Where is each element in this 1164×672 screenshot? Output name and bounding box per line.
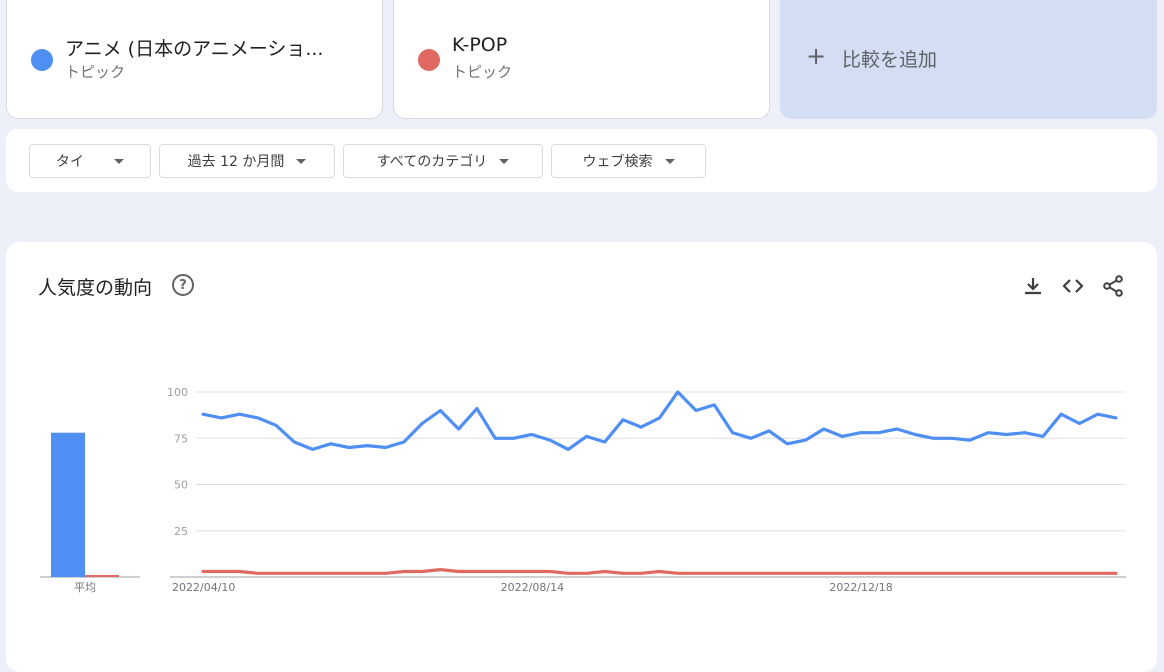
plus-icon: + bbox=[806, 42, 827, 70]
search-type-dropdown[interactable]: ウェブ検索 bbox=[551, 144, 706, 178]
series-line-1 bbox=[201, 390, 1118, 451]
y-tick-label: 50 bbox=[174, 479, 188, 492]
term-type: トピック bbox=[452, 63, 513, 81]
region-dropdown[interactable]: タイ bbox=[29, 144, 151, 178]
y-tick-label: 25 bbox=[174, 525, 188, 538]
term-card-anime[interactable]: アニメ (日本のアニメーショ... トピック bbox=[6, 0, 383, 119]
search-type-value: ウェブ検索 bbox=[582, 154, 653, 170]
x-tick-label: 2022/12/18 bbox=[829, 581, 892, 594]
average-bar-1 bbox=[51, 432, 85, 577]
panel-title: 人気度の動向 bbox=[38, 277, 153, 299]
x-tick-label: 2022/04/10 bbox=[172, 581, 235, 594]
embed-icon[interactable] bbox=[1061, 274, 1085, 298]
series-line-2 bbox=[201, 567, 1118, 575]
dropdown-arrow-icon bbox=[114, 158, 124, 164]
average-bar-2 bbox=[85, 575, 119, 577]
average-label: 平均 bbox=[74, 581, 96, 594]
help-icon[interactable]: ? bbox=[172, 274, 194, 296]
dropdown-arrow-icon bbox=[664, 158, 675, 164]
y-tick-label: 75 bbox=[174, 432, 188, 445]
term-name: アニメ (日本のアニメーショ... bbox=[65, 38, 324, 60]
add-comparison-button[interactable]: + 比較を追加 bbox=[780, 0, 1157, 119]
dropdown-arrow-icon bbox=[296, 158, 307, 164]
category-dropdown[interactable]: すべてのカテゴリ bbox=[343, 144, 543, 178]
download-icon[interactable] bbox=[1021, 274, 1045, 298]
filter-bar: タイ 過去 12 か月間 すべてのカテゴリ ウェブ検索 bbox=[6, 129, 1157, 192]
x-tick-label: 2022/08/14 bbox=[501, 581, 564, 594]
term-card-kpop[interactable]: K-POP トピック bbox=[393, 0, 770, 119]
term-name: K-POP bbox=[452, 34, 508, 56]
y-tick-label: 100 bbox=[167, 386, 188, 399]
term-type: トピック bbox=[65, 63, 126, 81]
period-dropdown[interactable]: 過去 12 か月間 bbox=[159, 144, 335, 178]
dropdown-arrow-icon bbox=[499, 158, 510, 164]
series-color-dot bbox=[418, 49, 440, 71]
period-value: 過去 12 か月間 bbox=[187, 154, 285, 170]
series-color-dot bbox=[31, 49, 53, 71]
share-icon[interactable] bbox=[1101, 274, 1125, 298]
category-value: すべてのカテゴリ bbox=[376, 154, 488, 170]
add-comparison-label: 比較を追加 bbox=[842, 49, 938, 71]
region-value: タイ bbox=[56, 154, 84, 170]
interest-over-time-panel: 人気度の動向 ? bbox=[6, 242, 1157, 672]
trend-chart: 100 75 50 25 2022/04/10 2022/08/14 2022/12/18 平… bbox=[40, 386, 1126, 594]
